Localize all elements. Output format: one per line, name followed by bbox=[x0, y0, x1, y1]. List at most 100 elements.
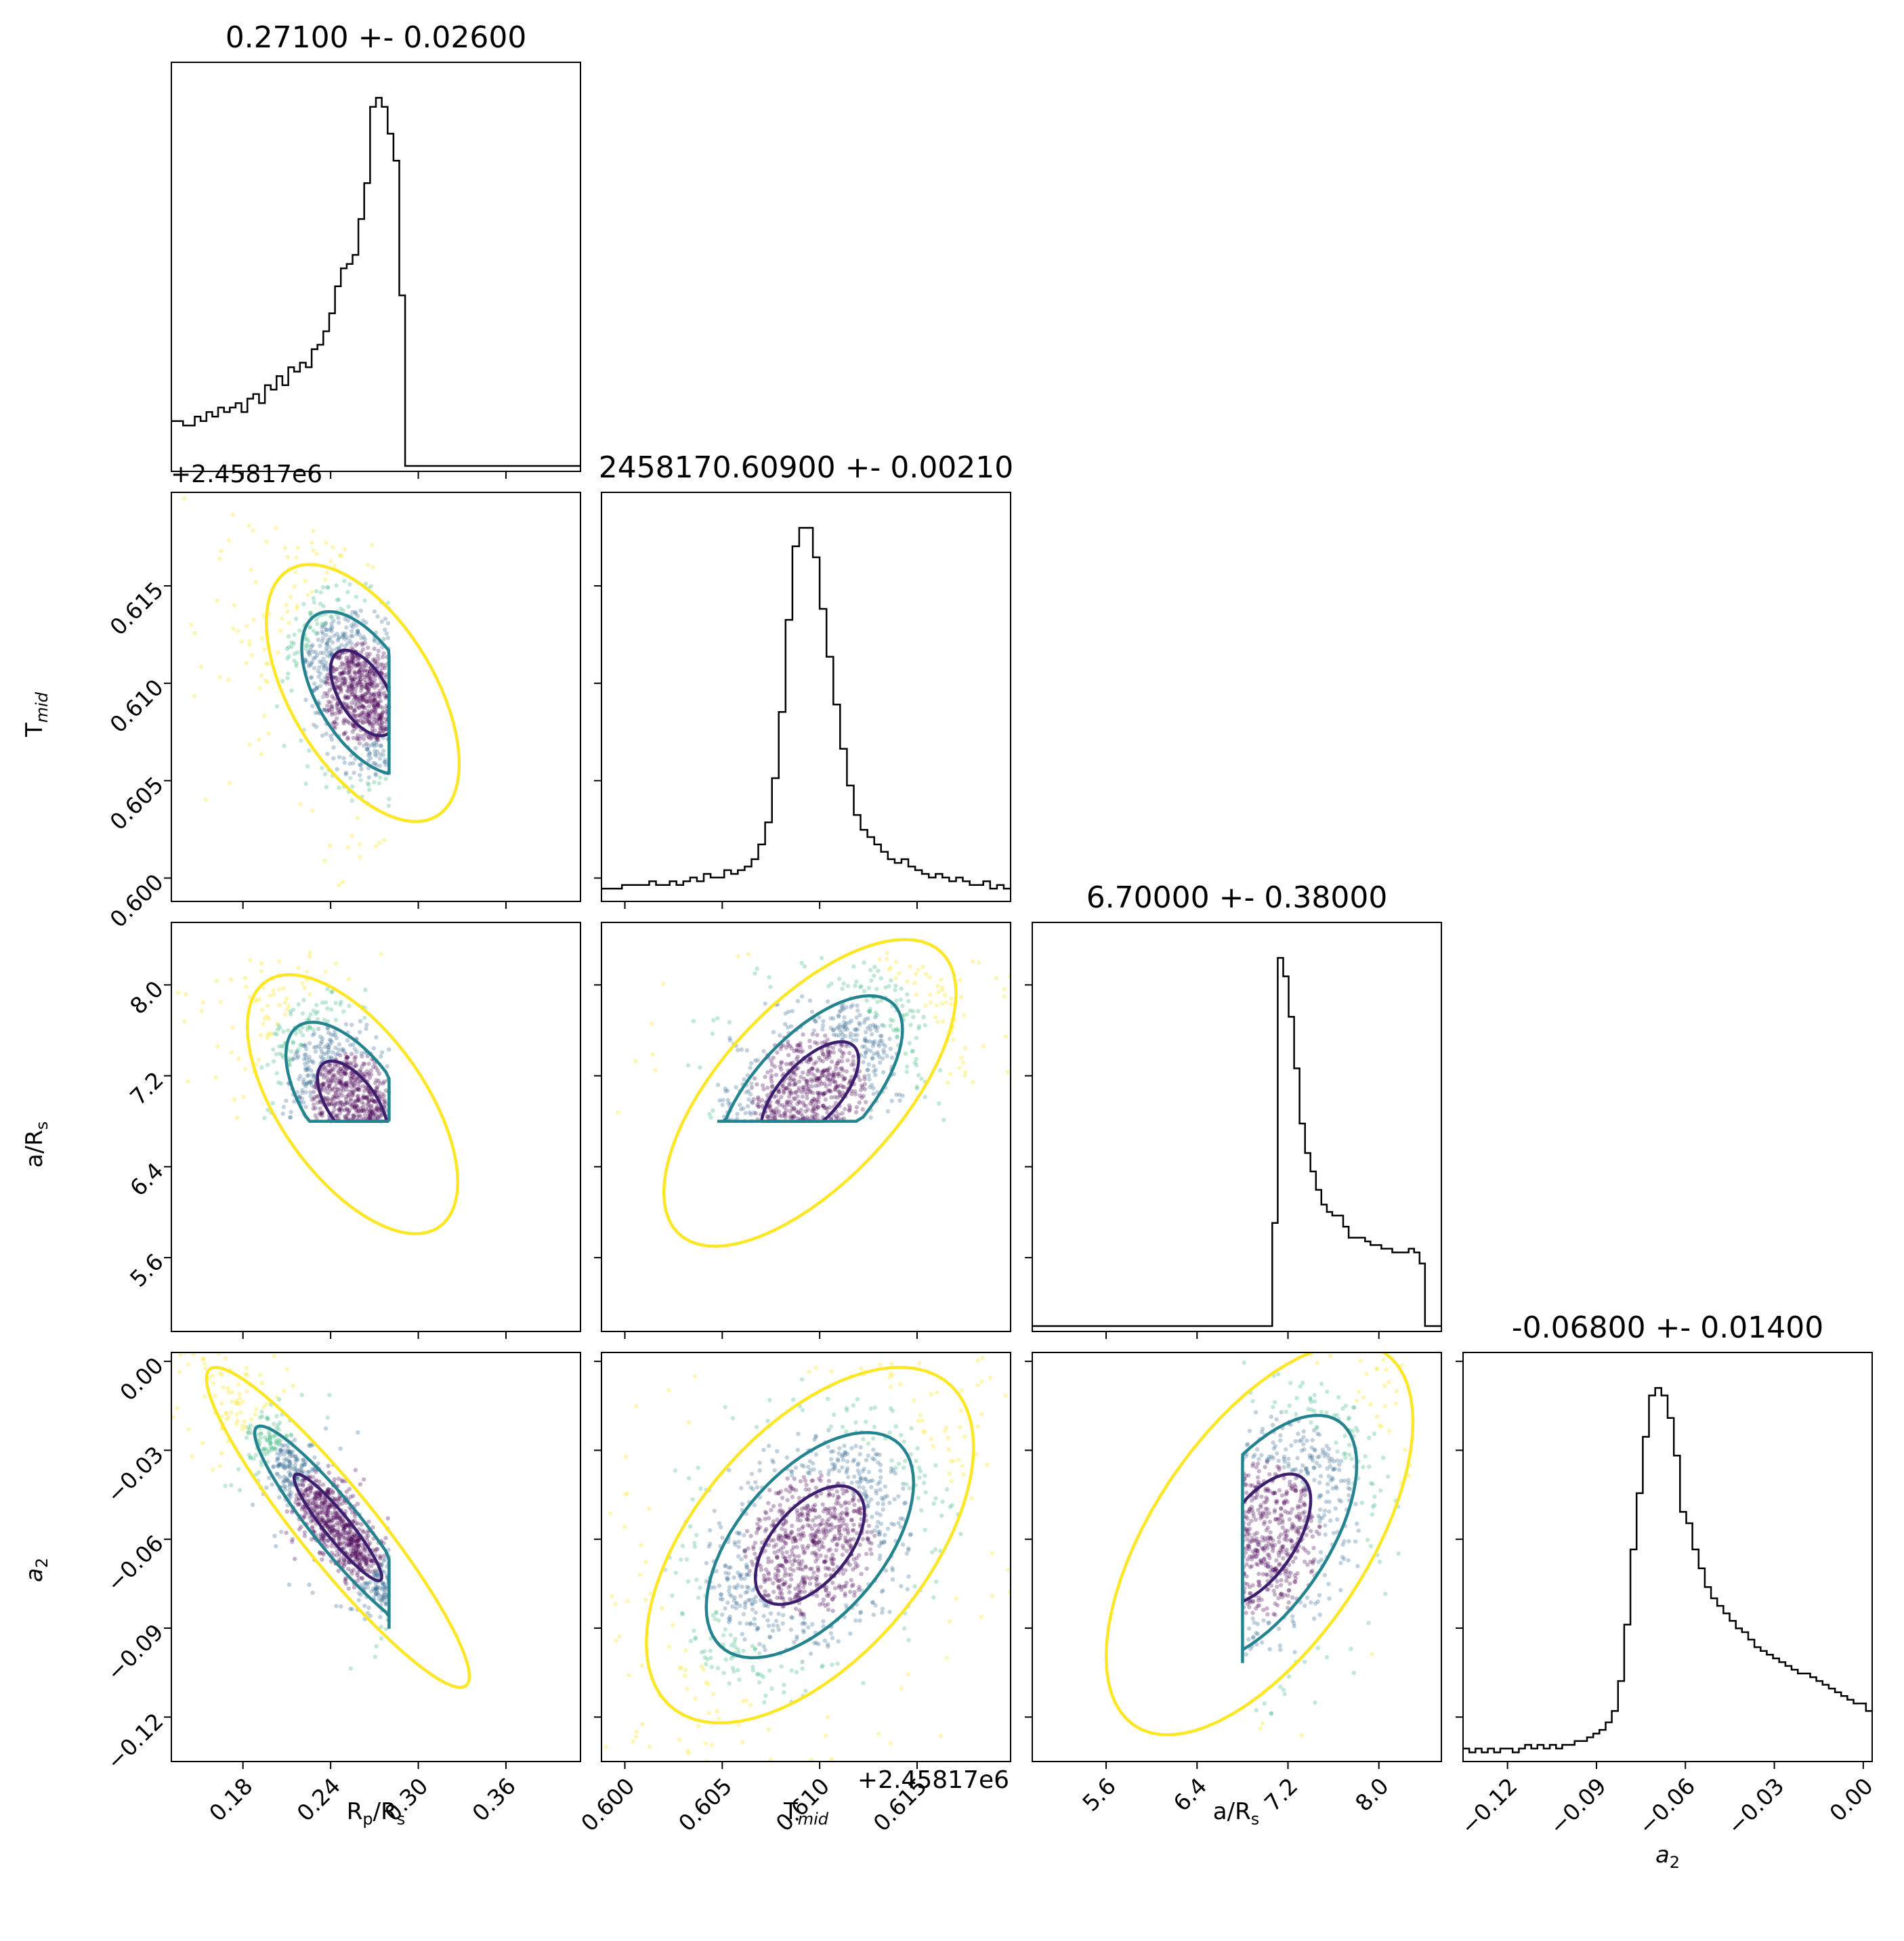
scatter-point bbox=[837, 1033, 841, 1038]
scatter-point bbox=[272, 1422, 276, 1426]
scatter-point bbox=[860, 1107, 865, 1112]
scatter-point bbox=[360, 647, 366, 652]
scatter-point bbox=[248, 1423, 253, 1428]
scatter-point bbox=[298, 1029, 303, 1034]
scatter-point bbox=[273, 1447, 278, 1451]
scatter-point bbox=[871, 1447, 876, 1452]
scatter-point bbox=[853, 1027, 858, 1032]
scatter-point bbox=[714, 1569, 719, 1573]
scatter-point bbox=[906, 1574, 911, 1579]
scatter-point bbox=[827, 1054, 832, 1059]
scatter-point bbox=[752, 1622, 757, 1627]
scatter-point bbox=[839, 1587, 844, 1592]
scatter-point bbox=[365, 1103, 371, 1107]
scatter-point bbox=[843, 1538, 848, 1543]
scatter-point bbox=[202, 1394, 207, 1399]
scatter-point bbox=[855, 1396, 860, 1402]
scatter-point bbox=[350, 628, 354, 634]
scatter-point bbox=[768, 1611, 774, 1616]
scatter-point bbox=[868, 1497, 874, 1502]
scatter-point bbox=[313, 1113, 318, 1118]
scatter-point bbox=[839, 1533, 843, 1537]
scatter-point bbox=[862, 989, 867, 994]
scatter-point bbox=[338, 1513, 343, 1518]
scatter-point bbox=[257, 1470, 261, 1475]
scatter-point bbox=[324, 1520, 329, 1525]
scatter-point bbox=[348, 1096, 353, 1101]
scatter-point bbox=[866, 1062, 872, 1067]
scatter-point bbox=[308, 625, 312, 630]
scatter-point bbox=[782, 1556, 788, 1560]
scatter-point bbox=[345, 618, 351, 623]
scatter-point bbox=[291, 1056, 296, 1061]
scatter-point bbox=[343, 1579, 347, 1584]
scatter-point bbox=[371, 710, 376, 715]
scatter-point bbox=[897, 1092, 902, 1097]
scatter-point bbox=[335, 1087, 340, 1092]
scatter-point bbox=[323, 679, 328, 685]
scatter-point bbox=[878, 1512, 883, 1517]
scatter-point bbox=[798, 1566, 803, 1571]
scatter-point bbox=[324, 627, 329, 632]
scatter-point bbox=[782, 1566, 787, 1572]
scatter-point bbox=[810, 1551, 815, 1556]
scatter-point bbox=[881, 1507, 885, 1512]
scatter-point bbox=[843, 1499, 848, 1505]
scatter-point bbox=[295, 606, 299, 611]
scatter-point bbox=[939, 1001, 945, 1006]
scatter-point bbox=[299, 1392, 304, 1397]
scatter-point bbox=[366, 689, 371, 694]
scatter-point bbox=[356, 1541, 361, 1547]
scatter-point bbox=[303, 646, 308, 651]
scatter-point bbox=[782, 1582, 787, 1587]
scatter-point bbox=[259, 1431, 263, 1436]
scatter-point bbox=[371, 658, 376, 662]
scatter-point bbox=[371, 723, 375, 729]
scatter-point bbox=[319, 1039, 324, 1044]
scatter-point bbox=[836, 1501, 841, 1506]
scatter-point bbox=[870, 1600, 875, 1604]
scatter-point bbox=[831, 1016, 836, 1021]
scatter-point bbox=[294, 555, 299, 560]
scatter-point bbox=[316, 1494, 321, 1499]
scatter-point bbox=[375, 743, 379, 748]
scatter-point bbox=[840, 1487, 845, 1492]
scatter-point bbox=[376, 1593, 381, 1598]
scatter-point bbox=[732, 1669, 736, 1673]
scatter-point bbox=[755, 1672, 760, 1677]
scatter-point bbox=[346, 1536, 351, 1541]
scatter-point bbox=[815, 1079, 820, 1084]
scatter-point bbox=[324, 1489, 330, 1493]
scatter-point bbox=[351, 656, 356, 660]
scatter-point bbox=[949, 996, 954, 1001]
scatter-point bbox=[350, 1552, 355, 1556]
scatter-point bbox=[318, 590, 323, 595]
scatter-point bbox=[795, 1043, 800, 1048]
scatter-point bbox=[336, 1069, 341, 1073]
scatter-point bbox=[774, 1106, 779, 1111]
scatter-point bbox=[916, 1495, 921, 1501]
scatter-point bbox=[341, 631, 345, 636]
scatter-point bbox=[383, 776, 388, 782]
scatter-point bbox=[368, 681, 373, 687]
scatter-point bbox=[373, 708, 378, 713]
scatter-point bbox=[745, 1590, 750, 1594]
scatter-point bbox=[832, 1087, 838, 1092]
scatter-point bbox=[344, 1081, 349, 1086]
scatter-point bbox=[338, 706, 343, 712]
scatter-point bbox=[794, 1669, 799, 1675]
scatter-point bbox=[872, 1025, 878, 1030]
scatter-point bbox=[272, 1031, 277, 1036]
scatter-point bbox=[346, 1566, 351, 1571]
scatter-point bbox=[760, 1083, 765, 1088]
scatter-point bbox=[864, 1494, 870, 1499]
scatter-point bbox=[358, 773, 362, 777]
scatter-point bbox=[379, 712, 384, 718]
scatter-point bbox=[376, 648, 381, 654]
scatter-point bbox=[774, 1491, 779, 1496]
scatter-point bbox=[912, 1061, 918, 1065]
scatter-point bbox=[353, 1550, 358, 1555]
y-axis-label-a2: a2 bbox=[21, 1558, 51, 1582]
scatter-point bbox=[776, 1490, 781, 1495]
scatter-point bbox=[871, 1613, 876, 1617]
